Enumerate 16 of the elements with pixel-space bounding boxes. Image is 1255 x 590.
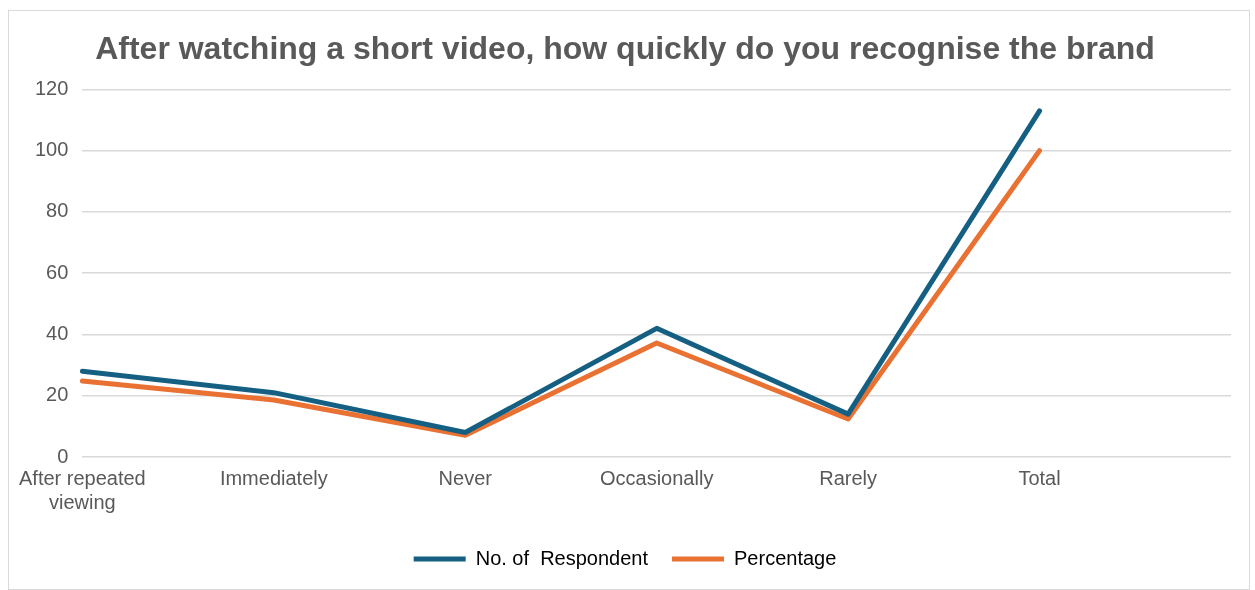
legend-label: Percentage <box>734 546 837 569</box>
legend-label: No. of Respondent <box>475 546 649 569</box>
chart-title: After watching a short video, how quickly do you recognise the brand <box>95 30 1155 67</box>
y-tick-label: 100 <box>35 138 69 161</box>
y-tick-label: 60 <box>46 260 69 283</box>
y-tick-label: 80 <box>46 199 69 222</box>
x-tick-label: After repeated viewing <box>19 466 146 513</box>
x-tick-label: Rarely <box>819 466 878 489</box>
y-tick-label: 0 <box>57 444 69 467</box>
x-tick-label: Immediately <box>219 466 328 489</box>
x-tick-label: Total <box>1018 466 1061 489</box>
y-tick-label: 120 <box>35 76 69 99</box>
y-tick-label: 20 <box>46 383 69 406</box>
x-tick-label: Occasionally <box>599 466 714 489</box>
x-tick-label: Never <box>438 466 493 489</box>
y-tick-label: 40 <box>46 321 69 344</box>
